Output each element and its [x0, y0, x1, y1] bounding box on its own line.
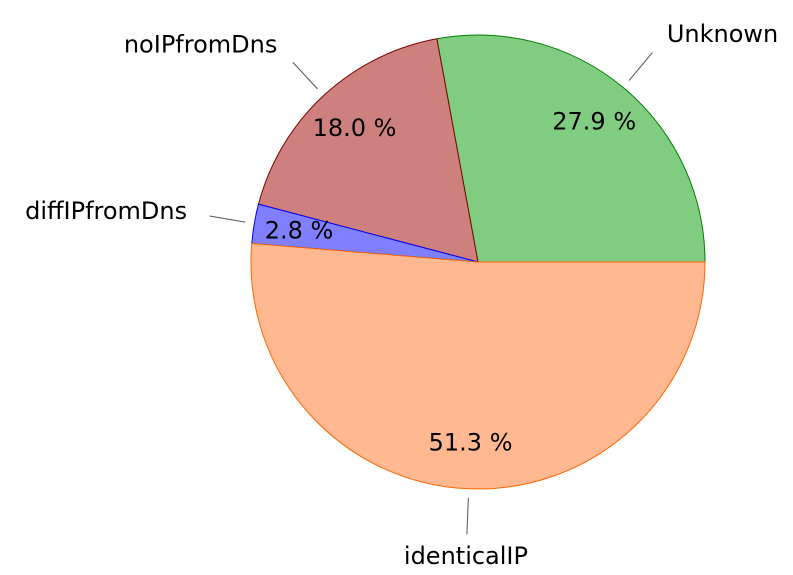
slice-name: noIPfromDns: [124, 31, 278, 59]
leader-line: [292, 61, 318, 90]
slice-name: Unknown: [667, 20, 778, 48]
pie-slice: [250, 242, 706, 490]
leader-line: [209, 215, 246, 223]
leader-line: [628, 52, 653, 81]
slice-name: diffIPfromDns: [25, 197, 187, 225]
value-label: 18.0 %: [313, 114, 397, 142]
value-label: 27.9 %: [552, 107, 636, 135]
slice-name: identicalIP: [404, 542, 528, 570]
pie-slice: [436, 34, 706, 263]
value-label: 2.8 %: [265, 216, 334, 244]
pie-slice: [257, 38, 479, 263]
leader-line: [466, 497, 469, 535]
value-label: 51.3 %: [429, 428, 513, 456]
